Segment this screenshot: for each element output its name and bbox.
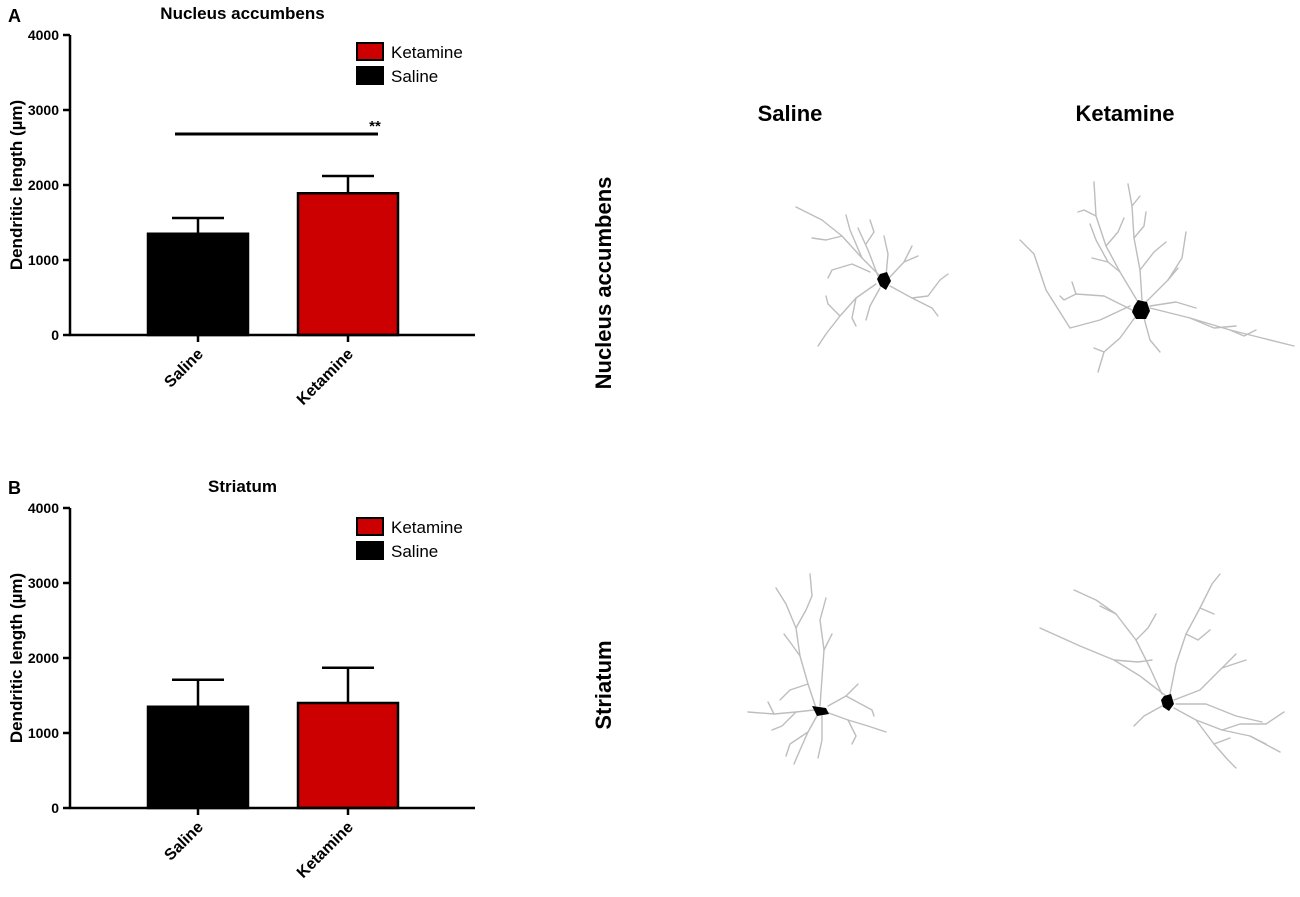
panel-b-bar-ketamine [296, 701, 400, 810]
panel-a-bar-ketamine [296, 192, 400, 337]
panel-b-chart-title: Striatum [208, 477, 277, 496]
panel-label-b: B [8, 478, 21, 498]
panel-a-x-tick-label-saline: Saline [161, 346, 206, 391]
panel-a-x-tick-label-ketamine: Ketamine [294, 346, 357, 409]
panel-b-y-tick-label-1000: 1000 [28, 725, 59, 741]
panel-b-x-tick-label-saline: Saline [161, 819, 206, 864]
panel-a-legend-label-saline: Saline [391, 67, 438, 86]
panel-b-legend-label-ketamine: Ketamine [391, 518, 463, 537]
panel-a-significance-label: ** [369, 118, 381, 135]
neuron-tracing-str-ketamine [1039, 573, 1285, 769]
panel-a-legend-swatch-ketamine [356, 42, 384, 61]
neuron-tracing-nac-ketamine [1019, 181, 1295, 373]
panel-b-y-tick-label-0: 0 [51, 800, 59, 816]
tracing-row-label-striatum: Striatum [591, 640, 616, 729]
panel-a-y-tick-label-4000: 4000 [28, 27, 59, 43]
panel-a-y-tick-label-3000: 3000 [28, 102, 59, 118]
panel-b-y-tick-label-4000: 4000 [28, 500, 59, 516]
neuron-soma-nac-ketamine [1132, 300, 1150, 319]
panel-b-y-tick-label-3000: 3000 [28, 575, 59, 591]
tracing-row-label-nucleus-accumbens: Nucleus accumbens [591, 177, 616, 390]
panel-b-y-tick-label-2000: 2000 [28, 650, 59, 666]
neuron-soma-nac-saline [877, 272, 891, 290]
panel-a-bar-saline [146, 232, 250, 337]
neuron-tracing-nac-saline [795, 206, 949, 347]
tracing-column-label-ketamine: Ketamine [1075, 101, 1174, 126]
neuron-soma-str-saline [812, 706, 829, 716]
chart-panel-b: Striatum Saline Ketamine 0 1000 2000 3000 4000 D… [7, 477, 475, 882]
panel-b-legend-label-saline: Saline [391, 542, 438, 561]
panel-a-y-tick-label-1000: 1000 [28, 252, 59, 268]
panel-a-chart-title: Nucleus accumbens [160, 4, 324, 23]
panel-b-legend-swatch-ketamine [356, 517, 384, 536]
neuron-soma-str-ketamine [1161, 694, 1174, 711]
panel-a-y-tick-label-2000: 2000 [28, 177, 59, 193]
panel-a-y-tick-label-0: 0 [51, 327, 59, 343]
chart-panel-a: Nucleus accumbens Saline Ketamine 0 1000 2000… [7, 4, 475, 409]
neuron-tracing-str-saline [747, 573, 887, 765]
panel-b-x-tick-label-ketamine: Ketamine [294, 819, 357, 882]
panel-b-bar-saline [146, 705, 250, 810]
panel-a-legend-swatch-saline [356, 66, 384, 85]
panel-a-legend-label-ketamine: Ketamine [391, 43, 463, 62]
panel-b-y-axis-label: Dendritic length (µm) [7, 573, 26, 743]
panel-b-legend-swatch-saline [356, 541, 384, 560]
panel-a-y-axis-label: Dendritic length (µm) [7, 100, 26, 270]
tracing-column-label-saline: Saline [758, 101, 823, 126]
panel-label-a: A [8, 6, 21, 26]
